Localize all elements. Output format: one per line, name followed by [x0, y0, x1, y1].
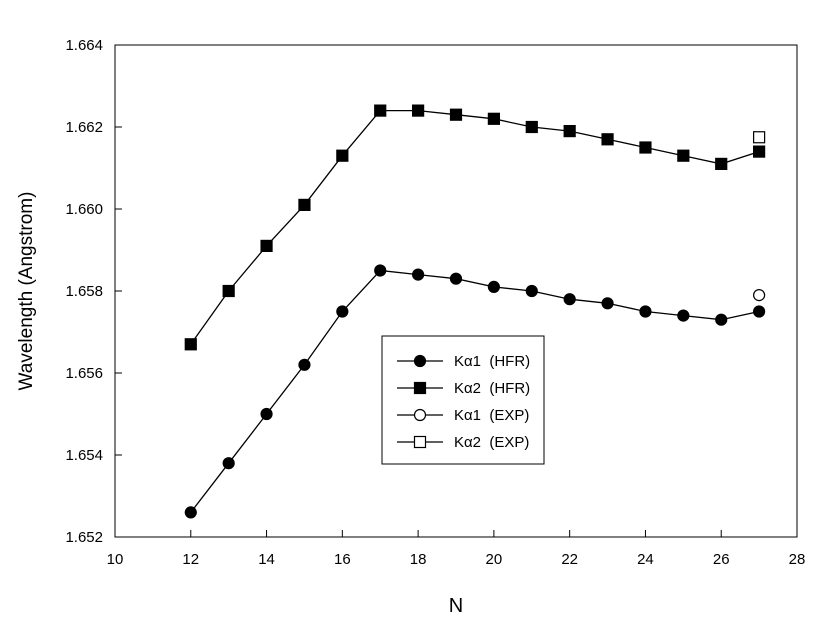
- y-tick-label: 1.658: [65, 283, 103, 300]
- legend-marker: [413, 381, 427, 395]
- x-axis: 10 12 14 16 18 20 22 24 26 28: [107, 530, 806, 568]
- y-tick-label: 1.652: [65, 529, 103, 546]
- data-point: [563, 124, 576, 138]
- x-tick-label: 16: [334, 551, 351, 568]
- series-1: [184, 264, 766, 519]
- x-tick-label: 22: [561, 551, 578, 568]
- x-tick-label: 24: [637, 551, 654, 568]
- data-point: [336, 305, 349, 318]
- series-line: [190, 269, 760, 513]
- x-tick-label: 26: [713, 551, 730, 568]
- data-point: [374, 264, 387, 277]
- x-tick-label: 10: [107, 551, 124, 568]
- data-point: [753, 289, 766, 302]
- series-4: [753, 131, 766, 144]
- legend-label: Kα2 (EXP): [454, 434, 529, 451]
- x-axis-label: N: [449, 595, 463, 617]
- data-point: [374, 104, 387, 117]
- x-tick-label: 18: [410, 551, 427, 568]
- data-point: [412, 268, 425, 281]
- data-point: [563, 293, 576, 306]
- data-point: [753, 305, 766, 318]
- y-tick-label: 1.660: [65, 201, 103, 218]
- legend-item: Kα2 (EXP): [397, 434, 529, 451]
- data-point: [184, 338, 197, 351]
- data-point: [487, 280, 500, 293]
- data-point: [639, 141, 652, 154]
- x-tick-label: 28: [789, 551, 806, 568]
- data-point: [487, 112, 500, 125]
- data-point: [525, 284, 538, 298]
- legend-marker: [413, 408, 427, 422]
- series-layer: [184, 104, 766, 519]
- y-tick-label: 1.654: [65, 447, 103, 464]
- data-point: [677, 309, 690, 322]
- data-point: [222, 457, 235, 470]
- legend-box: [381, 335, 545, 465]
- legend-label: Kα1 (HFR): [454, 353, 530, 370]
- y-axis: 1.652 1.654 1.656 1.658 1.660 1.662 1.664: [65, 37, 122, 546]
- x-tick-label: 12: [182, 551, 199, 568]
- legend: Kα1 (HFR) Kα2 (HFR) Kα1 (EXP) Kα2 (EXP): [381, 335, 545, 465]
- legend-marker: [413, 435, 427, 449]
- data-point: [715, 157, 728, 170]
- series-line: [190, 109, 760, 345]
- data-point: [184, 506, 197, 519]
- data-point: [449, 108, 463, 121]
- data-point: [336, 149, 349, 162]
- data-point: [298, 358, 311, 371]
- data-point: [260, 239, 273, 252]
- y-axis-label: Wavelength (Angstrom): [16, 192, 37, 391]
- data-point: [525, 120, 538, 134]
- legend-item: Kα2 (HFR): [397, 380, 530, 397]
- data-point: [412, 104, 425, 117]
- data-point: [677, 149, 690, 162]
- data-point: [449, 272, 463, 285]
- legend-item: Kα1 (HFR): [397, 353, 530, 370]
- data-point: [639, 305, 652, 318]
- x-tick-label: 20: [486, 551, 503, 568]
- series-3: [753, 289, 766, 302]
- x-tick-label: 14: [258, 551, 275, 568]
- data-point: [260, 407, 273, 421]
- y-tick-label: 1.656: [65, 365, 103, 382]
- data-point: [298, 198, 311, 211]
- legend-marker: [413, 354, 427, 368]
- y-tick-label: 1.662: [65, 119, 103, 136]
- data-point: [715, 313, 728, 326]
- legend-item: Kα1 (EXP): [397, 407, 529, 424]
- legend-label: Kα1 (EXP): [454, 407, 529, 424]
- data-point: [753, 145, 766, 158]
- data-point: [601, 297, 614, 310]
- data-point: [601, 133, 614, 146]
- data-point: [753, 131, 766, 144]
- y-tick-label: 1.664: [65, 37, 103, 54]
- series-2: [184, 104, 766, 351]
- legend-label: Kα2 (HFR): [454, 380, 530, 397]
- data-point: [222, 284, 235, 298]
